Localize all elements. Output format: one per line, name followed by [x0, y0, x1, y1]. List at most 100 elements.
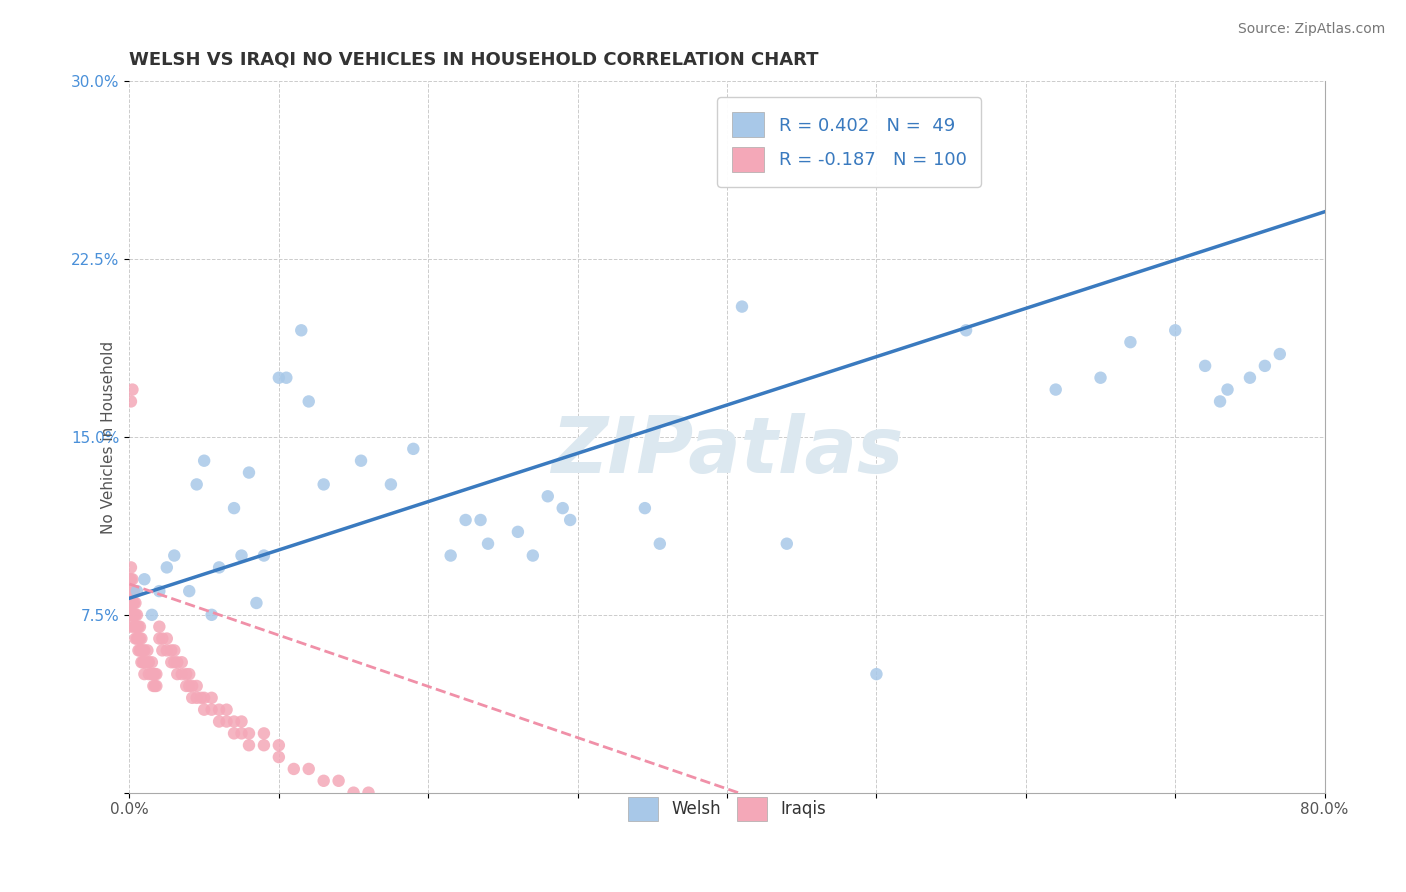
Point [120, 394, 142, 409]
Point [186, 679, 208, 693]
Point [143, 679, 166, 693]
Point [125, 620, 148, 634]
Point [174, 667, 197, 681]
Point [350, 453, 373, 467]
Point [186, 477, 208, 491]
Point [120, 560, 142, 574]
Point [208, 714, 231, 729]
Point [267, 738, 290, 752]
Point [118, 584, 141, 599]
Point [145, 679, 167, 693]
Point [1119, 335, 1142, 350]
Point [290, 323, 312, 337]
Point [150, 632, 173, 646]
Point [134, 643, 156, 657]
Point [148, 632, 170, 646]
Point [454, 513, 477, 527]
Y-axis label: No Vehicles in Household: No Vehicles in Household [101, 341, 115, 533]
Point [179, 584, 201, 599]
Point [125, 632, 148, 646]
Point [253, 549, 276, 563]
Text: WELSH VS IRAQI NO VEHICLES IN HOUSEHOLD CORRELATION CHART: WELSH VS IRAQI NO VEHICLES IN HOUSEHOLD … [129, 51, 818, 69]
Point [163, 655, 186, 669]
Point [1209, 394, 1232, 409]
Point [648, 537, 671, 551]
Point [129, 643, 152, 657]
Point [141, 655, 163, 669]
Point [193, 453, 215, 467]
Point [440, 549, 463, 563]
Point [267, 370, 290, 384]
Point [865, 667, 887, 681]
Point [120, 584, 142, 599]
Point [143, 667, 166, 681]
Point [125, 584, 148, 599]
Point [120, 607, 142, 622]
Point [120, 572, 142, 586]
Point [238, 466, 260, 480]
Point [537, 489, 560, 503]
Point [127, 632, 149, 646]
Point [238, 738, 260, 752]
Point [156, 643, 179, 657]
Point [342, 786, 364, 800]
Point [179, 667, 201, 681]
Point [186, 690, 208, 705]
Point [201, 607, 224, 622]
Point [122, 620, 145, 634]
Point [215, 714, 238, 729]
Point [150, 643, 173, 657]
Text: ZIPatlas: ZIPatlas [551, 413, 903, 489]
Point [245, 596, 267, 610]
Point [402, 442, 425, 456]
Text: Source: ZipAtlas.com: Source: ZipAtlas.com [1237, 22, 1385, 37]
Point [134, 667, 156, 681]
Point [131, 643, 153, 657]
Point [145, 667, 167, 681]
Point [118, 607, 141, 622]
Point [208, 560, 231, 574]
Point [121, 596, 143, 610]
Point [298, 762, 321, 776]
Point [160, 643, 183, 657]
Point [124, 596, 146, 610]
Legend: Welsh, Iraqis: Welsh, Iraqis [614, 784, 839, 834]
Point [121, 383, 143, 397]
Point [148, 620, 170, 634]
Point [181, 679, 204, 693]
Point [129, 620, 152, 634]
Point [238, 726, 260, 740]
Point [121, 584, 143, 599]
Point [193, 690, 215, 705]
Point [136, 643, 159, 657]
Point [163, 549, 186, 563]
Point [118, 572, 141, 586]
Point [179, 679, 201, 693]
Point [148, 584, 170, 599]
Point [1254, 359, 1277, 373]
Point [1045, 383, 1067, 397]
Point [1239, 370, 1261, 384]
Point [166, 667, 188, 681]
Point [776, 537, 799, 551]
Point [141, 667, 163, 681]
Point [215, 703, 238, 717]
Point [201, 703, 224, 717]
Point [118, 596, 141, 610]
Point [267, 750, 290, 764]
Point [127, 620, 149, 634]
Point [134, 572, 156, 586]
Point [134, 655, 156, 669]
Point [131, 655, 153, 669]
Point [231, 549, 253, 563]
Point [138, 655, 160, 669]
Point [560, 513, 582, 527]
Point [208, 703, 231, 717]
Point [122, 607, 145, 622]
Point [156, 632, 179, 646]
Point [163, 643, 186, 657]
Point [142, 667, 165, 681]
Point [129, 632, 152, 646]
Point [1268, 347, 1291, 361]
Point [357, 786, 380, 800]
